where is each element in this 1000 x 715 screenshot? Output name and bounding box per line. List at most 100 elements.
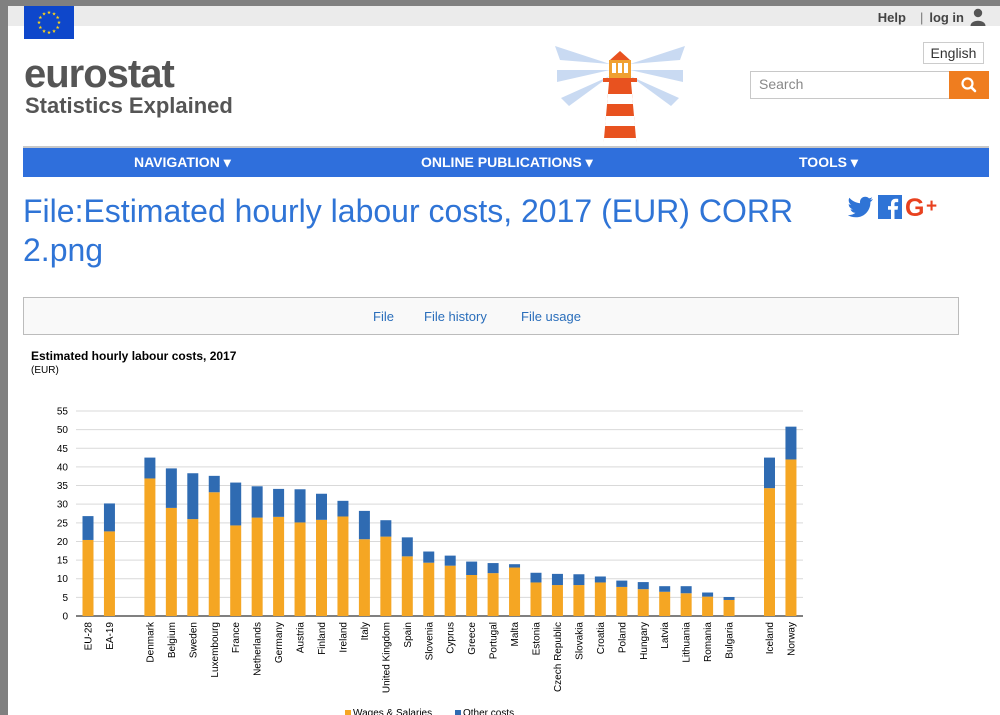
bar-wages bbox=[487, 573, 499, 616]
chart-title: Estimated hourly labour costs, 2017 bbox=[31, 349, 237, 363]
nav-label: NAVIGATION bbox=[134, 154, 220, 170]
nav-label: ONLINE PUBLICATIONS bbox=[421, 154, 582, 170]
bar-other-costs bbox=[659, 586, 671, 592]
bar-wages bbox=[680, 593, 692, 616]
google-plus-icon[interactable]: G + bbox=[905, 195, 943, 219]
eu-star bbox=[57, 20, 61, 25]
x-tick-label: Lithuania bbox=[682, 622, 693, 663]
bar-other-costs bbox=[273, 488, 285, 517]
svg-text:+: + bbox=[926, 196, 937, 217]
file-tabs: File File history File usage bbox=[23, 297, 959, 335]
top-bar bbox=[8, 6, 1000, 26]
lighthouse-icon bbox=[555, 46, 685, 150]
bar-other-costs bbox=[144, 457, 156, 479]
legend-swatch bbox=[345, 710, 351, 715]
bar-wages bbox=[444, 565, 456, 616]
y-tick-label: 55 bbox=[57, 407, 69, 418]
search-input[interactable] bbox=[759, 72, 939, 96]
x-tick-label: Belgium bbox=[167, 622, 178, 658]
bar-wages bbox=[466, 575, 478, 616]
nav-item-tools[interactable]: TOOLS ▾ bbox=[799, 148, 858, 177]
eu-star bbox=[47, 10, 51, 15]
bar-wages bbox=[616, 586, 628, 616]
top-links: Help | log in bbox=[872, 7, 986, 27]
help-link[interactable]: Help bbox=[877, 9, 906, 25]
bar-wages bbox=[423, 562, 435, 616]
nav-item-navigation[interactable]: NAVIGATION ▾ bbox=[134, 148, 231, 177]
language-selector[interactable]: English bbox=[923, 42, 984, 64]
y-tick-label: 30 bbox=[57, 500, 69, 511]
bar-other-costs bbox=[165, 468, 177, 508]
eu-star bbox=[52, 11, 56, 16]
bar-other-costs bbox=[487, 563, 499, 574]
bar-other-costs bbox=[594, 576, 606, 583]
bar-wages bbox=[401, 556, 413, 616]
bar-other-costs bbox=[530, 572, 542, 583]
twitter-icon[interactable] bbox=[848, 196, 874, 218]
separator: | bbox=[919, 9, 924, 25]
eu-star bbox=[47, 30, 51, 35]
x-tick-label: Greece bbox=[467, 622, 478, 655]
bar-wages bbox=[637, 589, 649, 616]
bar-wages bbox=[230, 525, 242, 616]
bar-other-costs bbox=[251, 486, 263, 518]
x-tick-label: Portugal bbox=[489, 622, 500, 659]
chart-subtitle: (EUR) bbox=[31, 365, 59, 376]
eu-flag-logo[interactable] bbox=[24, 6, 74, 39]
x-tick-label: Spain bbox=[403, 622, 414, 648]
search-icon bbox=[961, 77, 977, 93]
eu-star bbox=[38, 25, 43, 30]
x-tick-label: Poland bbox=[617, 622, 628, 653]
x-tick-label: EA-19 bbox=[105, 622, 116, 650]
x-tick-label: Hungary bbox=[639, 622, 650, 660]
caret-down-icon: ▾ bbox=[585, 154, 593, 170]
bar-wages bbox=[337, 516, 349, 616]
nav-item-online-publications[interactable]: ONLINE PUBLICATIONS ▾ bbox=[421, 148, 593, 177]
x-tick-label: Netherlands bbox=[253, 622, 264, 676]
bar-wages bbox=[785, 459, 797, 616]
bar-other-costs bbox=[551, 573, 563, 586]
bar-other-costs bbox=[82, 516, 94, 540]
page: Help | log in eurostat Statistics Explai… bbox=[8, 6, 1000, 715]
legend-swatch bbox=[455, 710, 461, 715]
legend-label: Other costs bbox=[463, 708, 514, 715]
tab-file-usage[interactable]: File usage bbox=[521, 309, 581, 324]
eu-stars-icon bbox=[37, 10, 61, 35]
bar-wages bbox=[659, 591, 671, 616]
labour-cost-chart: Estimated hourly labour costs, 2017 (EUR… bbox=[31, 349, 803, 715]
tab-file-history[interactable]: File history bbox=[424, 309, 487, 324]
bar-wages bbox=[723, 599, 735, 616]
y-tick-label: 25 bbox=[57, 518, 69, 529]
x-tick-label: Norway bbox=[786, 622, 797, 656]
bar-wages bbox=[380, 536, 392, 616]
facebook-icon[interactable] bbox=[878, 195, 902, 219]
statistics-explained-logo[interactable]: Statistics Explained bbox=[25, 93, 233, 118]
eu-star bbox=[42, 11, 46, 16]
user-icon[interactable] bbox=[970, 8, 986, 26]
bar-other-costs bbox=[358, 510, 370, 540]
x-tick-label: Ireland bbox=[338, 622, 349, 653]
bar-wages bbox=[573, 585, 585, 616]
tab-file[interactable]: File bbox=[373, 309, 394, 324]
search-button[interactable] bbox=[949, 71, 989, 99]
bar-wages bbox=[208, 492, 220, 616]
eurostat-logo[interactable]: eurostat bbox=[24, 52, 175, 96]
x-tick-label: Slovakia bbox=[574, 622, 585, 660]
x-tick-label: Iceland bbox=[765, 622, 776, 654]
eu-star bbox=[42, 29, 46, 33]
x-tick-label: Latvia bbox=[660, 622, 671, 649]
bar-wages bbox=[251, 517, 263, 616]
x-tick-label: Cyprus bbox=[446, 622, 457, 654]
bar-wages bbox=[702, 596, 714, 616]
bar-wages bbox=[764, 488, 775, 616]
bar-other-costs bbox=[509, 564, 521, 568]
bar-wages bbox=[294, 522, 306, 616]
x-tick-label: France bbox=[231, 622, 242, 654]
bar-other-costs bbox=[785, 426, 797, 460]
bar-wages bbox=[273, 516, 285, 616]
login-link[interactable]: log in bbox=[929, 9, 964, 25]
x-tick-label: Luxembourg bbox=[210, 622, 221, 678]
x-tick-label: Czech Republic bbox=[553, 622, 564, 692]
x-tick-label: Italy bbox=[360, 622, 371, 640]
bar-other-costs bbox=[444, 555, 456, 566]
